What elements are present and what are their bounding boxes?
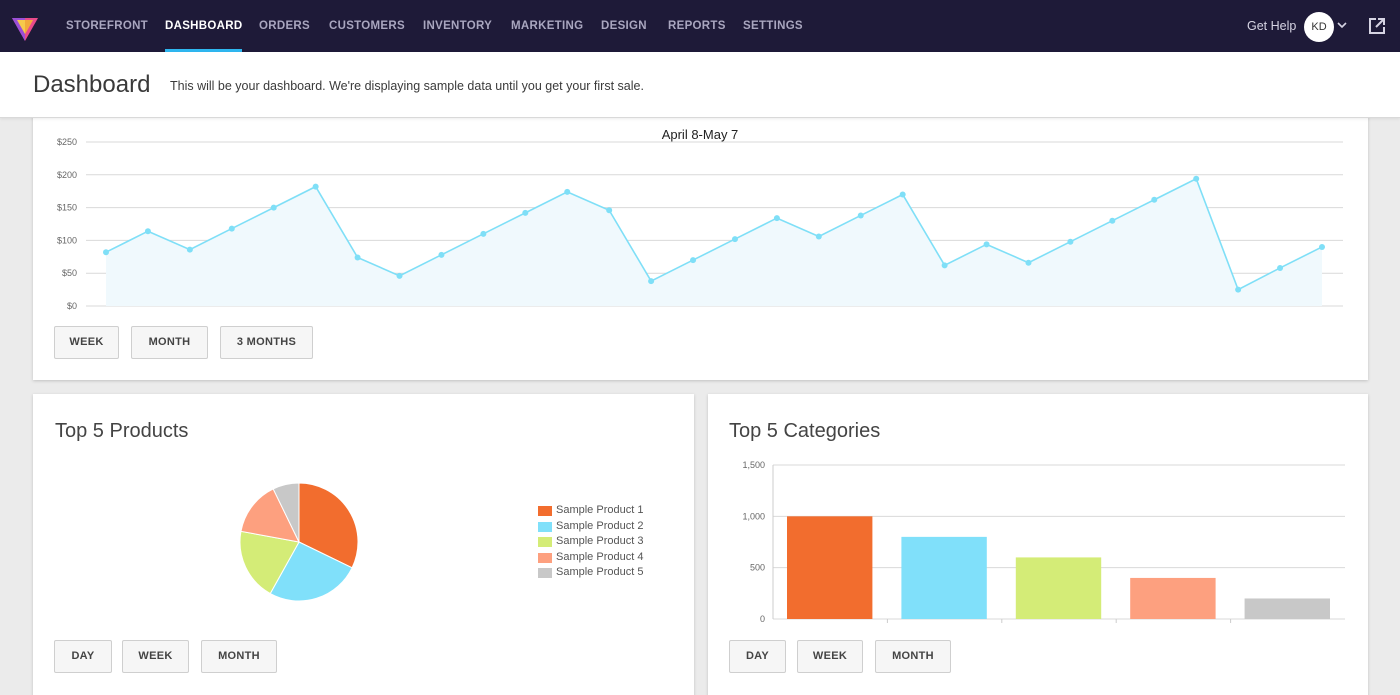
legend-swatch bbox=[538, 552, 552, 563]
legend-label: Sample Product 3 bbox=[556, 535, 644, 547]
sales-3-months-button[interactable]: 3 MONTHS bbox=[220, 326, 313, 359]
sales-data-point[interactable] bbox=[1067, 238, 1074, 245]
y-tick-label: 500 bbox=[750, 563, 765, 573]
sales-data-point[interactable] bbox=[1193, 175, 1200, 182]
y-tick-label: 0 bbox=[760, 614, 765, 624]
y-tick-label: 1,000 bbox=[742, 511, 765, 521]
legend-label: Sample Product 4 bbox=[556, 550, 644, 563]
sales-data-point[interactable] bbox=[1151, 196, 1158, 203]
legend-swatch bbox=[538, 506, 552, 516]
page-title: Dashboard bbox=[33, 71, 151, 98]
products-day-button[interactable]: DAY bbox=[54, 640, 112, 673]
products-week-button[interactable]: WEEK bbox=[122, 640, 189, 673]
categories-day-button[interactable]: DAY bbox=[729, 640, 786, 673]
nav-item-settings[interactable]: SETTINGS bbox=[743, 20, 803, 32]
top-navigation: STOREFRONT DASHBOARD ORDERS CUSTOMERS INVENT… bbox=[0, 0, 1400, 52]
sales-data-point[interactable] bbox=[1277, 264, 1284, 271]
top-categories-title: Top 5 Categories bbox=[729, 420, 881, 442]
sales-data-point[interactable] bbox=[103, 249, 109, 256]
sales-data-point[interactable] bbox=[606, 207, 613, 214]
sales-data-point[interactable] bbox=[857, 212, 864, 219]
sales-data-point[interactable] bbox=[480, 230, 487, 237]
legend-swatch bbox=[538, 521, 552, 532]
sales-data-point[interactable] bbox=[690, 257, 697, 264]
legend-label: Sample Product 5 bbox=[556, 566, 644, 578]
pie-slice-product-1[interactable] bbox=[298, 482, 359, 569]
category-bar-4[interactable] bbox=[1130, 577, 1216, 619]
y-tick-label: $200 bbox=[57, 170, 77, 180]
sales-data-point[interactable] bbox=[648, 278, 655, 285]
chart-title: April 8-May 7 bbox=[662, 127, 739, 142]
sales-data-point[interactable] bbox=[731, 236, 738, 243]
sales-data-point[interactable] bbox=[1235, 286, 1242, 293]
products-month-button[interactable]: MONTH bbox=[201, 640, 277, 673]
top-categories-card: Top 5 Categories 0 500 1,000 1,500 DAY WEEK M… bbox=[708, 394, 1368, 695]
sales-data-point[interactable] bbox=[270, 204, 277, 211]
sales-data-point[interactable] bbox=[396, 272, 403, 279]
avatar[interactable]: KD bbox=[1304, 12, 1334, 42]
category-bar-5[interactable] bbox=[1244, 598, 1330, 619]
legend-label: Sample Product 2 bbox=[556, 519, 644, 532]
sales-data-point[interactable] bbox=[815, 233, 822, 240]
nav-item-customers[interactable]: CUSTOMERS bbox=[329, 20, 405, 32]
logo-icon[interactable] bbox=[10, 12, 40, 42]
sales-series-line bbox=[105, 177, 1323, 291]
nav-item-marketing[interactable]: MARKETING bbox=[511, 20, 584, 32]
chevron-down-icon[interactable] bbox=[1335, 18, 1349, 32]
pie-slice-product-2[interactable] bbox=[269, 541, 353, 602]
nav-item-design[interactable]: DESIGN bbox=[601, 20, 647, 32]
y-tick-label: $150 bbox=[57, 203, 77, 213]
sales-data-point[interactable] bbox=[1109, 217, 1116, 224]
y-tick-label: $50 bbox=[62, 268, 77, 278]
nav-item-dashboard[interactable]: DASHBOARD bbox=[165, 0, 243, 52]
category-bar-3[interactable] bbox=[1015, 557, 1102, 619]
nav-item-inventory[interactable]: INVENTORY bbox=[423, 20, 493, 32]
y-tick-label: $100 bbox=[57, 235, 77, 245]
sales-data-point[interactable] bbox=[144, 228, 151, 235]
sales-data-point[interactable] bbox=[312, 183, 319, 190]
top-products-card: Top 5 Products Sample Product 1 Sample Pr… bbox=[33, 394, 694, 695]
page-description: This will be your dashboard. We're displ… bbox=[170, 79, 644, 93]
sales-chart-card: April 8-May 7 $0 $50 $100 $150 $200 $250 WEEK M… bbox=[33, 110, 1368, 380]
page-header: Dashboard This will be your dashboard. W… bbox=[0, 52, 1400, 118]
y-tick-label: $0 bbox=[67, 301, 77, 311]
sales-line-chart: April 8-May 7 $0 $50 $100 $150 $200 $250 bbox=[57, 127, 1343, 311]
sales-data-point[interactable] bbox=[1025, 259, 1032, 266]
sales-area-fill bbox=[106, 178, 1322, 306]
sales-data-point[interactable] bbox=[228, 225, 235, 232]
sales-data-point[interactable] bbox=[564, 188, 571, 195]
legend-swatch bbox=[538, 537, 552, 547]
sales-data-point[interactable] bbox=[522, 209, 529, 216]
pie-slice-product-3[interactable] bbox=[239, 530, 300, 595]
external-link-icon[interactable] bbox=[1367, 16, 1387, 36]
categories-month-button[interactable]: MONTH bbox=[875, 640, 951, 673]
sales-data-point[interactable] bbox=[773, 215, 780, 222]
y-tick-label: 1,500 bbox=[742, 460, 765, 470]
y-tick-label: $250 bbox=[57, 137, 77, 147]
pie-slice-product-5[interactable] bbox=[272, 482, 300, 543]
sales-data-point[interactable] bbox=[899, 191, 906, 198]
categories-bar-chart: 0 500 1,000 1,500 bbox=[742, 460, 1345, 624]
top-products-title: Top 5 Products bbox=[55, 420, 189, 442]
sales-data-point[interactable] bbox=[1319, 243, 1325, 250]
category-bar-2[interactable] bbox=[901, 536, 987, 619]
pie-slice-product-4[interactable] bbox=[240, 488, 300, 543]
legend-swatch bbox=[538, 568, 552, 578]
sales-week-button[interactable]: WEEK bbox=[54, 326, 119, 359]
nav-item-storefront[interactable]: STOREFRONT bbox=[66, 20, 149, 32]
categories-week-button[interactable]: WEEK bbox=[797, 640, 863, 673]
sales-data-point[interactable] bbox=[983, 241, 990, 248]
nav-item-reports[interactable]: REPORTS bbox=[668, 20, 726, 32]
get-help-link[interactable]: Get Help bbox=[1247, 19, 1297, 33]
sales-data-point[interactable] bbox=[186, 246, 193, 253]
sales-data-point[interactable] bbox=[354, 254, 361, 261]
products-pie-chart bbox=[239, 482, 359, 602]
sales-month-button[interactable]: MONTH bbox=[131, 326, 208, 359]
category-bar-1[interactable] bbox=[787, 516, 873, 619]
nav-item-orders[interactable]: ORDERS bbox=[259, 20, 311, 32]
sales-data-point[interactable] bbox=[438, 251, 445, 258]
legend-label: Sample Product 1 bbox=[556, 504, 644, 516]
sales-data-point[interactable] bbox=[941, 262, 948, 269]
